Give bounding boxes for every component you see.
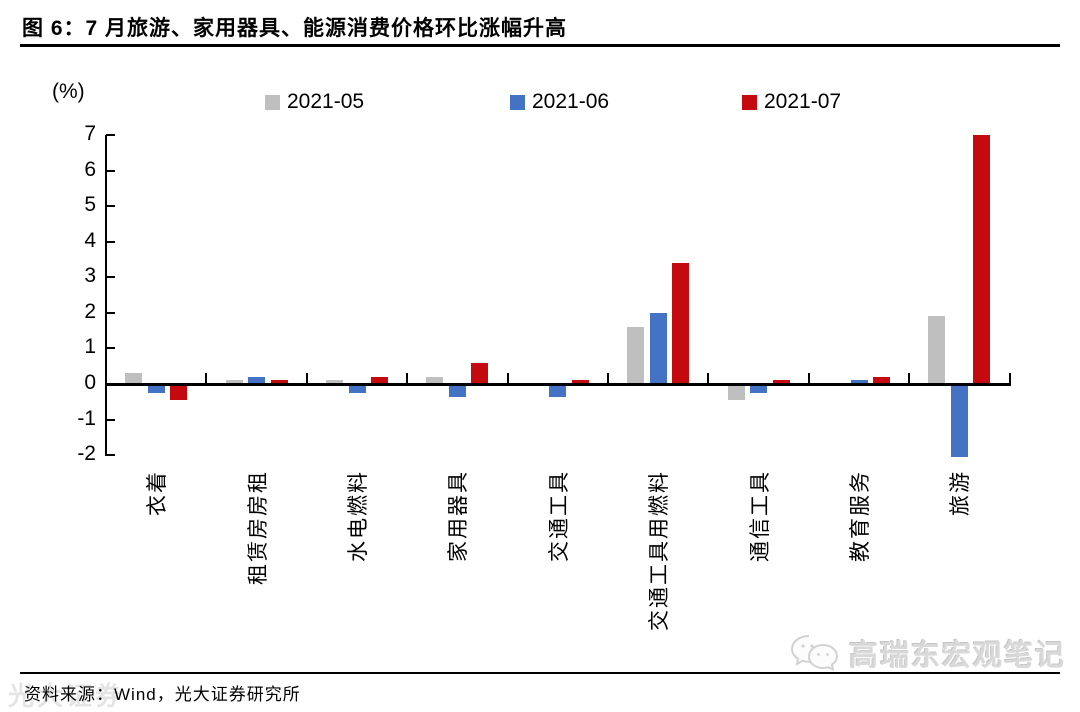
y-tick-mark	[106, 205, 115, 208]
x-category-label: 水电燃料	[347, 470, 370, 562]
author-watermark: 高瑞东宏观笔记	[789, 632, 1066, 674]
y-tick-label: 0	[84, 371, 96, 394]
legend-item-2021-05: 2021-05	[265, 90, 364, 114]
bar-2021-06-通信工具	[750, 386, 768, 394]
legend-swatch-2021-06	[510, 94, 525, 110]
y-axis-line	[105, 135, 107, 456]
y-tick-label: -2	[77, 442, 96, 466]
bar-2021-06-交通工具	[549, 386, 567, 397]
y-axis-unit-label: (%)	[52, 80, 85, 103]
x-axis-zero-line	[105, 383, 1011, 386]
y-tick-label: -1	[77, 406, 96, 430]
legend-swatch-2021-07	[742, 94, 757, 110]
ghost-watermark: 光大证券	[8, 681, 125, 711]
legend-label: 2021-06	[532, 90, 610, 113]
bar-2021-06-租赁房房租	[248, 376, 266, 384]
bar-2021-07-家用器具	[471, 362, 489, 384]
y-tick-label: 7	[84, 122, 96, 146]
bar-2021-05-交通工具用燃料	[627, 327, 645, 384]
legend-label: 2021-05	[287, 90, 365, 113]
x-category-label: 衣着	[146, 470, 170, 516]
x-category-label: 教育服务	[849, 470, 872, 562]
bar-2021-05-旅游	[928, 316, 946, 384]
x-category-label: 旅游	[949, 470, 973, 516]
bar-2021-07-水电燃料	[371, 376, 388, 384]
bar-2021-05-租赁房房租	[225, 380, 243, 384]
x-category-label: 租赁房房租	[246, 470, 270, 585]
x-category-label: 交通工具用燃料	[648, 470, 672, 631]
y-tick-mark	[106, 454, 115, 457]
x-tick-mark	[1008, 373, 1011, 384]
x-tick-mark	[205, 373, 208, 384]
bar-2021-05-家用器具	[426, 376, 444, 384]
bar-2021-06-教育服务	[850, 380, 868, 384]
bar-2021-07-交通工具用燃料	[672, 263, 690, 384]
footer-divider	[20, 672, 1060, 674]
source-note: 资料来源：Wind，光大证券研究所	[24, 685, 301, 704]
x-tick-mark	[607, 373, 609, 384]
y-tick-mark	[106, 169, 115, 172]
x-tick-mark	[707, 373, 710, 384]
x-tick-mark	[305, 373, 308, 384]
legend-item-2021-06: 2021-06	[510, 90, 609, 114]
author-watermark-text: 高瑞东宏观笔记	[848, 640, 1066, 672]
bar-2021-07-交通工具	[571, 380, 589, 384]
bar-2021-07-教育服务	[873, 376, 890, 384]
x-category-label: 通信工具	[748, 470, 772, 562]
bar-2021-07-租赁房房租	[270, 380, 288, 384]
x-category-label: 交通工具	[547, 470, 571, 562]
bar-2021-07-衣着	[170, 386, 188, 401]
x-tick-mark	[908, 373, 911, 384]
y-tick-mark	[106, 347, 115, 350]
y-tick-label: 6	[84, 157, 96, 181]
wechat-chat-bubbles-icon	[790, 635, 838, 672]
legend-label: 2021-07	[764, 90, 842, 113]
bar-2021-05-通信工具	[727, 386, 745, 401]
legend-swatch-2021-05	[265, 94, 280, 110]
y-tick-mark	[106, 134, 115, 137]
x-tick-mark	[506, 373, 509, 384]
bar-2021-07-旅游	[973, 135, 991, 384]
bar-2021-06-旅游	[950, 386, 968, 458]
bar-2021-06-衣着	[147, 386, 165, 394]
bar-2021-05-水电燃料	[326, 380, 343, 384]
y-tick-label: 4	[84, 228, 96, 252]
title-divider	[20, 44, 1060, 47]
y-tick-label: 5	[84, 193, 96, 217]
y-tick-label: 1	[84, 335, 96, 359]
x-tick-mark	[807, 373, 810, 384]
chart-legend: 2021-05 2021-06 2021-07	[0, 90, 1080, 118]
chart-title: 图 6：7 月旅游、家用器具、能源消费价格环比涨幅升高	[22, 17, 568, 40]
bar-2021-06-水电燃料	[348, 386, 366, 394]
y-tick-label: 2	[84, 299, 96, 323]
y-tick-label: 3	[84, 264, 96, 288]
y-tick-mark	[106, 240, 115, 243]
x-tick-mark	[406, 373, 409, 384]
bar-2021-07-通信工具	[772, 380, 790, 384]
bar-2021-05-衣着	[125, 373, 143, 384]
y-tick-mark	[106, 418, 115, 421]
bar-2021-06-家用器具	[448, 386, 466, 397]
y-tick-mark	[106, 276, 115, 279]
x-category-label: 家用器具	[447, 470, 471, 562]
bar-2021-06-交通工具用燃料	[649, 312, 667, 384]
y-tick-mark	[106, 311, 115, 314]
legend-item-2021-07: 2021-07	[742, 90, 841, 114]
